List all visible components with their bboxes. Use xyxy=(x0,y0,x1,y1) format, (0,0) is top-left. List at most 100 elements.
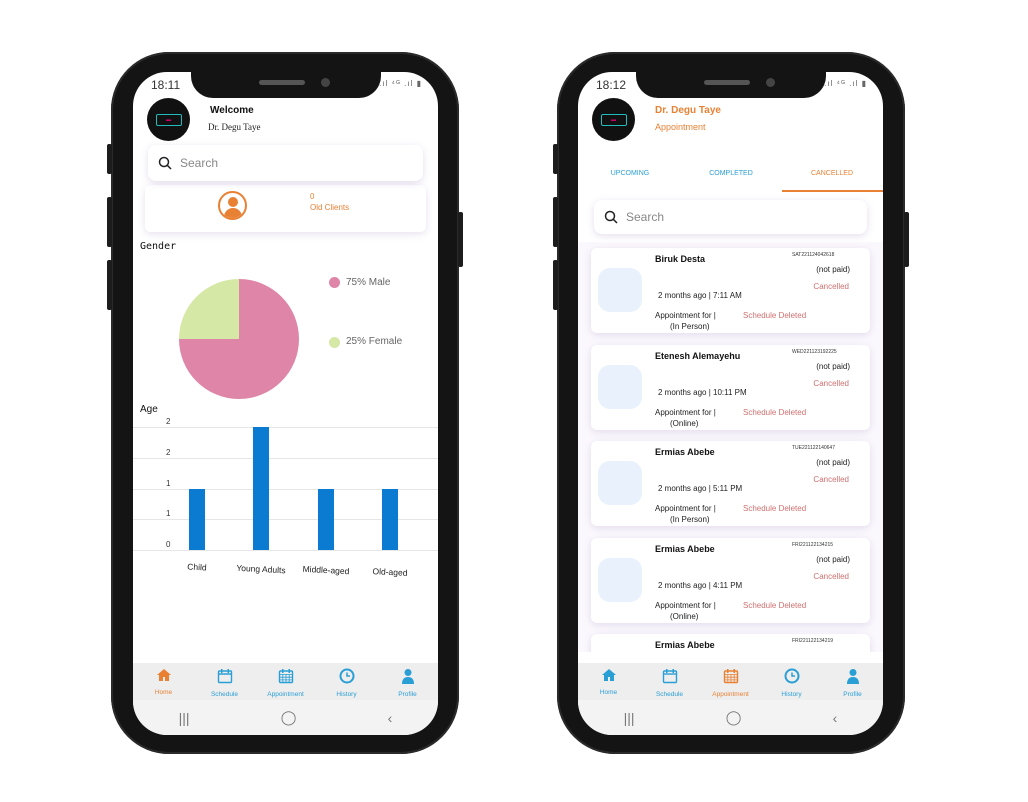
bar-young-adults xyxy=(253,427,269,550)
home-screen: 18:11 .ıl ⁴ᴳ .ıl ▮ ▬ Welcome Dr. Degu Ta… xyxy=(133,72,438,735)
nav-label: Profile xyxy=(398,691,417,698)
appointment-for: Appointment for | xyxy=(655,601,716,610)
signal-battery-icons: .ıl ⁴ᴳ .ıl ▮ xyxy=(379,79,422,88)
appointment-id: FRI221122134215 xyxy=(792,542,834,548)
nav-label: Home xyxy=(599,689,618,696)
gridline xyxy=(133,550,438,551)
clock-icon xyxy=(784,668,800,686)
nav-item-profile[interactable]: Profile xyxy=(377,663,438,700)
nav-item-appointment[interactable]: Appointment xyxy=(700,663,761,700)
clock-icon xyxy=(339,668,355,686)
status-time: 18:12 xyxy=(596,78,627,92)
nav-label: History xyxy=(336,691,357,698)
patient-photo xyxy=(598,365,642,409)
appointment-card[interactable]: Biruk Desta SAT221124042618 (not paid) Canc… xyxy=(591,248,870,333)
home-circle-icon[interactable]: ◯ xyxy=(280,709,297,725)
y-tick-label: 0 xyxy=(166,540,171,549)
nav-item-home[interactable]: Home xyxy=(578,663,639,700)
bottom-nav: Home Schedule Appointment History Profile xyxy=(578,663,883,700)
welcome-text: Welcome xyxy=(210,105,254,116)
schedule-note: Schedule Deleted xyxy=(743,311,807,320)
patient-photo xyxy=(598,461,642,505)
age-title: Age xyxy=(140,404,158,415)
appointment-for: Appointment for | xyxy=(655,504,716,513)
nav-label: Appointment xyxy=(712,691,749,698)
patient-name: Ermias Abebe xyxy=(655,447,715,457)
appointment-time: 2 months ago | 4:11 PM xyxy=(658,581,743,590)
appointment-id: WED221123192225 xyxy=(792,349,837,355)
appointment-card[interactable]: Etenesh Alemayehu WED221123192225 (not pai… xyxy=(591,345,870,430)
appointments-screen: 18:12 .ıl ⁴ᴳ .ıl ▮ ▬ Dr. Degu Taye Appoi… xyxy=(578,72,883,735)
patient-name: Etenesh Alemayehu xyxy=(655,351,741,361)
search-input[interactable]: Search xyxy=(594,200,867,234)
gridline xyxy=(133,519,438,521)
calendar-grid-icon xyxy=(278,668,294,686)
avatar[interactable]: ▬ xyxy=(147,98,190,141)
search-icon xyxy=(158,156,172,170)
nav-item-history[interactable]: History xyxy=(316,663,377,700)
payment-status: (not paid) xyxy=(816,555,850,564)
legend-male: 75% Male xyxy=(346,277,391,288)
patient-photo xyxy=(598,558,642,602)
active-tab-indicator xyxy=(782,190,883,192)
appointment-for: Appointment for | xyxy=(655,311,716,320)
old-clients-count: 0 xyxy=(310,192,315,201)
nav-item-profile[interactable]: Profile xyxy=(822,663,883,700)
home-circle-icon[interactable]: ◯ xyxy=(725,709,742,725)
home-icon xyxy=(156,668,172,684)
appointment-mode: (In Person) xyxy=(670,515,710,524)
appointment-time: 2 months ago | 7:11 AM xyxy=(658,291,742,300)
search-input[interactable]: Search xyxy=(148,145,423,181)
appointment-mode: (Online) xyxy=(670,612,699,621)
bar-middle-aged xyxy=(318,488,334,550)
schedule-note: Schedule Deleted xyxy=(743,504,807,513)
legend-dot-female xyxy=(329,337,340,348)
search-icon xyxy=(604,210,618,224)
back-icon[interactable]: ‹ xyxy=(387,709,393,726)
doctor-name: Dr. Degu Taye xyxy=(655,105,721,116)
appointment-card[interactable]: Ermias Abebe FRI221122134219 xyxy=(591,634,870,652)
patient-name: Biruk Desta xyxy=(655,254,706,264)
age-bar-chart: 0 1 1 2 2 Child Young Adults Middle-aged Old-age… xyxy=(133,72,438,592)
nav-label: Schedule xyxy=(655,691,684,698)
status-badge: Cancelled xyxy=(813,282,849,291)
patient-name: Ermias Abebe xyxy=(655,544,715,554)
signal-battery-icons: .ıl ⁴ᴳ .ıl ▮ xyxy=(824,79,867,88)
clinic-logo: ▬ xyxy=(600,113,627,126)
x-tick-label: Young Adults xyxy=(236,562,286,575)
old-clients-card[interactable]: 0 Old Clients xyxy=(145,185,426,232)
tab-upcoming[interactable]: UPCOMING xyxy=(610,170,650,177)
nav-item-history[interactable]: History xyxy=(761,663,822,700)
page-subtitle: Appointment xyxy=(655,122,706,132)
person-icon xyxy=(845,668,861,686)
status-badge: Cancelled xyxy=(813,379,849,388)
notch xyxy=(191,72,381,98)
back-icon[interactable]: ‹ xyxy=(832,709,838,726)
patient-photo xyxy=(598,268,642,312)
nav-item-home[interactable]: Home xyxy=(133,663,194,700)
old-clients-label: Old Clients xyxy=(310,203,350,212)
appointment-time: 2 months ago | 10:11 PM xyxy=(658,388,747,397)
gender-title: Gender xyxy=(140,241,177,252)
appointment-card[interactable]: Ermias Abebe TUE221122140647 (not paid) Can… xyxy=(591,441,870,526)
clinic-logo: ▬ xyxy=(155,113,182,126)
schedule-note: Schedule Deleted xyxy=(743,601,807,610)
tab-cancelled[interactable]: CANCELLED xyxy=(810,170,853,177)
y-tick-label: 1 xyxy=(166,478,171,488)
appointment-card[interactable]: Ermias Abebe FRI221122134215 (not paid) Can… xyxy=(591,538,870,623)
calendar-grid-icon xyxy=(723,668,739,686)
avatar[interactable]: ▬ xyxy=(592,98,635,141)
recent-apps-icon[interactable]: ||| xyxy=(178,709,190,726)
nav-item-appointment[interactable]: Appointment xyxy=(255,663,316,700)
nav-label: Profile xyxy=(843,691,862,698)
tab-completed[interactable]: COMPLETED xyxy=(709,170,753,177)
nav-label: Schedule xyxy=(210,691,239,698)
schedule-note: Schedule Deleted xyxy=(743,408,807,417)
appointment-list[interactable]: Biruk Desta SAT221124042618 (not paid) Canc… xyxy=(578,242,883,652)
android-nav-bar: ||| ◯ ‹ xyxy=(578,700,883,735)
recent-apps-icon[interactable]: ||| xyxy=(623,709,635,726)
notch xyxy=(636,72,826,98)
calendar-icon xyxy=(662,668,678,686)
nav-item-schedule[interactable]: Schedule xyxy=(639,663,700,700)
nav-item-schedule[interactable]: Schedule xyxy=(194,663,255,700)
